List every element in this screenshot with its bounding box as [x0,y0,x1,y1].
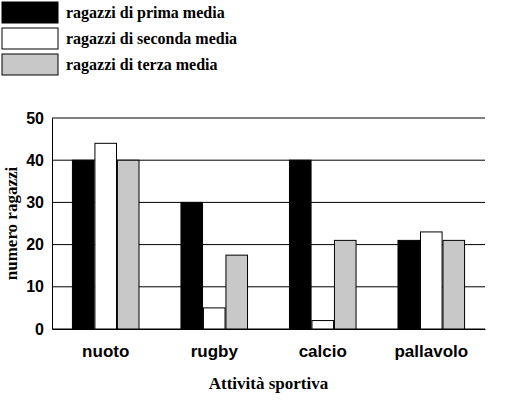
legend-swatch [2,28,58,49]
x-tick-label: rugby [191,342,239,361]
bar [95,143,117,329]
x-tick: calcio [299,329,347,361]
legend-label: ragazzi di terza media [66,56,218,74]
bar [203,308,225,329]
legend: ragazzi di prima media ragazzi di seconda… [2,2,237,75]
bar [117,160,139,329]
bar [181,202,203,329]
bar [289,160,311,329]
legend-swatch [2,2,58,23]
grid-line [52,118,485,119]
legend-label: ragazzi di prima media [66,4,225,22]
x-tick: rugby [191,329,239,361]
x-tick-label: pallavolo [394,342,468,361]
chart: ragazzi di prima media ragazzi di seconda… [0,0,505,404]
y-tick: 10 [26,278,52,295]
y-tick: 40 [26,152,52,169]
y-tick: 20 [26,236,52,253]
x-tick-label: calcio [299,342,347,361]
grid [52,118,485,329]
bar [443,240,465,329]
bar [420,232,442,329]
y-tick-label: 0 [35,321,44,338]
y-tick-label: 40 [26,152,44,169]
x-axis: nuoto rugby calcio pallavolo [53,329,486,361]
x-tick: nuoto [82,329,129,361]
y-axis-line [52,119,53,330]
y-tick-label: 50 [26,110,44,127]
legend-swatch [2,54,58,75]
y-axis: 0 10 20 30 40 50 [26,110,52,338]
legend-label: ragazzi di seconda media [66,30,237,48]
y-tick: 50 [26,110,52,127]
y-tick: 0 [35,321,52,338]
x-axis-line [53,329,486,330]
x-tick-label: nuoto [82,342,129,361]
plot: 0 10 20 30 40 50 nuoto rugby calcio pallavolo [26,110,485,361]
y-tick-label: 20 [26,236,44,253]
y-tick-label: 30 [26,194,44,211]
bar [312,321,334,329]
bar [334,240,356,329]
y-axis-title: numero ragazzi [2,166,21,280]
bars [72,143,464,329]
bar [398,240,420,329]
bar [226,255,248,329]
bar [72,160,94,329]
y-tick-label: 10 [26,278,44,295]
x-axis-title: Attività sportiva [209,374,329,393]
x-tick: pallavolo [394,329,468,361]
y-tick: 30 [26,194,52,211]
